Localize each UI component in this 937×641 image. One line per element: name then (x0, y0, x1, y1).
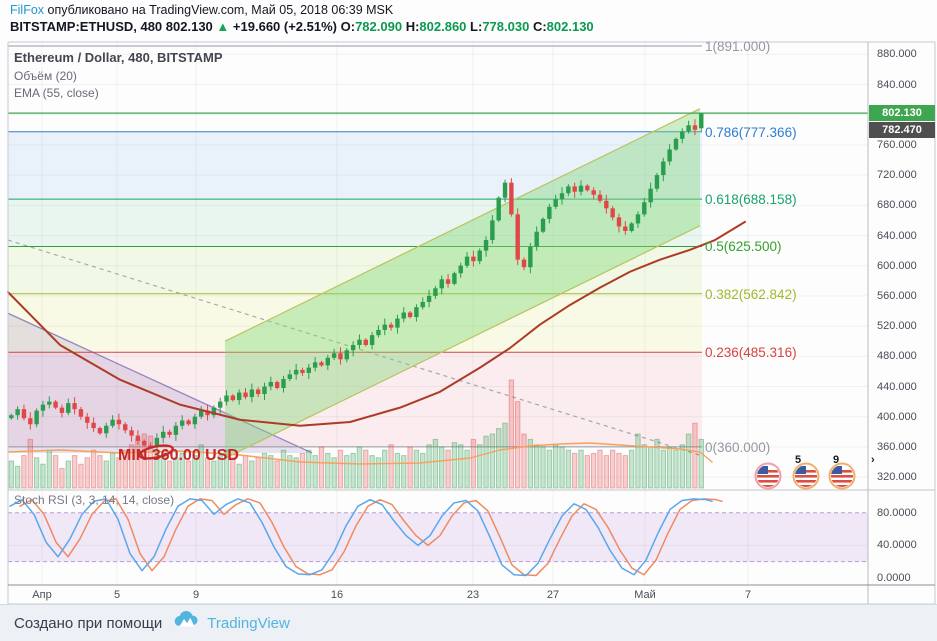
min-circle-annotation (138, 444, 174, 460)
price-axis-label: 480.000 (877, 350, 917, 363)
price-axis-label: 320.000 (877, 471, 917, 484)
price-axis-label: 560.000 (877, 289, 917, 302)
event-flag-icon[interactable] (754, 462, 782, 490)
price-axis-label: 360.000 (877, 440, 917, 453)
event-flag-count: 9 (833, 454, 840, 466)
high-value: 802.860 (419, 19, 467, 34)
fib-label-0: 0(360.000) (705, 439, 771, 455)
publish-line: FilFox опубликовано на TradingView.com, … (10, 3, 393, 17)
time-axis-label: 27 (546, 589, 560, 601)
fib-label-0.5: 0.5(625.500) (705, 239, 782, 255)
tradingview-logo-icon[interactable] (174, 610, 200, 636)
event-flag-icon[interactable] (828, 462, 856, 490)
ema-line (7, 220, 746, 427)
fib-zone (8, 246, 702, 294)
footer-bar: Создано при помощи TradingView (0, 604, 937, 641)
close-label: C: (532, 19, 547, 34)
channel-bottom-line (224, 225, 701, 459)
chart-canvas[interactable] (0, 0, 937, 605)
time-axis-label: 7 (744, 589, 752, 601)
descending-wedge-line (7, 312, 313, 454)
fib-label-0.618: 0.618(688.158) (705, 192, 797, 208)
fib-label-0.786: 0.786(777.366) (705, 124, 797, 140)
price-axis-label: 760.000 (877, 138, 917, 151)
chart-legend-volume[interactable]: Объём (20) (14, 69, 77, 83)
price-axis-label: 640.000 (877, 229, 917, 242)
time-axis-label: 16 (330, 589, 344, 601)
price-axis-label: 680.000 (877, 199, 917, 212)
stoch-axis-label: 0.0000 (877, 572, 911, 584)
channel-top-line (224, 108, 701, 342)
symbol-bar: BITSTAMP:ETHUSD, 480 802.130 ▲ +19.660 (… (10, 19, 594, 34)
event-flag-count: › (871, 454, 875, 466)
chart-legend-title[interactable]: Ethereum / Dollar, 480, BITSTAMP (14, 50, 223, 65)
open-label: O: (340, 19, 356, 34)
event-flag-icon[interactable] (792, 462, 820, 490)
time-axis-label: Май (634, 589, 656, 601)
min-price-annotation: MIN 360.00 USD (118, 447, 239, 464)
fib-zone (8, 293, 702, 353)
event-flag-count: 5 (795, 454, 802, 466)
open-value: 782.090 (355, 19, 403, 34)
fib-zone (8, 352, 702, 447)
stoch-d-line (19, 498, 723, 577)
tradingview-link[interactable]: TradingView (207, 615, 290, 632)
time-axis-label: Апр (32, 589, 52, 601)
stoch-rsi-legend[interactable]: Stoch RSI (3, 3, 14, 14, close) (14, 493, 175, 507)
price-badge-green: 802.130 (869, 105, 935, 121)
fib-label-0.236: 0.236(485.316) (705, 345, 797, 361)
footer-created-text: Создано при помощи (14, 615, 163, 632)
price-axis-label: 600.000 (877, 259, 917, 272)
symbol-label: BITSTAMP:ETHUSD, 480 (10, 19, 163, 34)
candlestick-series (9, 112, 704, 450)
publish-text: опубликовано на TradingView.com, Май 05,… (44, 3, 394, 17)
last-price: 802.130 (165, 19, 213, 34)
price-badge-dark: 782.470 (869, 122, 935, 138)
volume-series (8, 379, 704, 489)
channel-fill (225, 108, 700, 459)
time-axis-label: 9 (192, 589, 200, 601)
price-axis-label: 880.000 (877, 48, 917, 61)
high-label: H: (405, 19, 420, 34)
low-value: 778.030 (482, 19, 530, 34)
author-link[interactable]: FilFox (10, 3, 45, 17)
up-arrow-icon: ▲ (216, 19, 230, 34)
chart-legend-ema[interactable]: EMA (55, close) (14, 86, 99, 100)
close-value: 802.130 (546, 19, 594, 34)
price-change: +19.660 (+2.51%) (232, 19, 337, 34)
time-axis-label: 23 (466, 589, 480, 601)
low-label: L: (470, 19, 483, 34)
price-axis-label: 840.000 (877, 78, 917, 91)
stoch-axis-label: 40.0000 (877, 539, 917, 552)
price-axis-label: 400.000 (877, 410, 917, 423)
fib-label-0.382: 0.382(562.842) (705, 286, 797, 302)
stoch-axis-label: 80.0000 (877, 506, 917, 519)
fib-zone (8, 199, 702, 247)
fib-label-1: 1(891.000) (705, 39, 771, 54)
time-axis-label: 5 (113, 589, 121, 601)
price-axis-label: 440.000 (877, 380, 917, 393)
price-axis-label: 720.000 (877, 169, 917, 182)
stoch-k-line (9, 498, 713, 577)
price-axis-label: 520.000 (877, 320, 917, 333)
